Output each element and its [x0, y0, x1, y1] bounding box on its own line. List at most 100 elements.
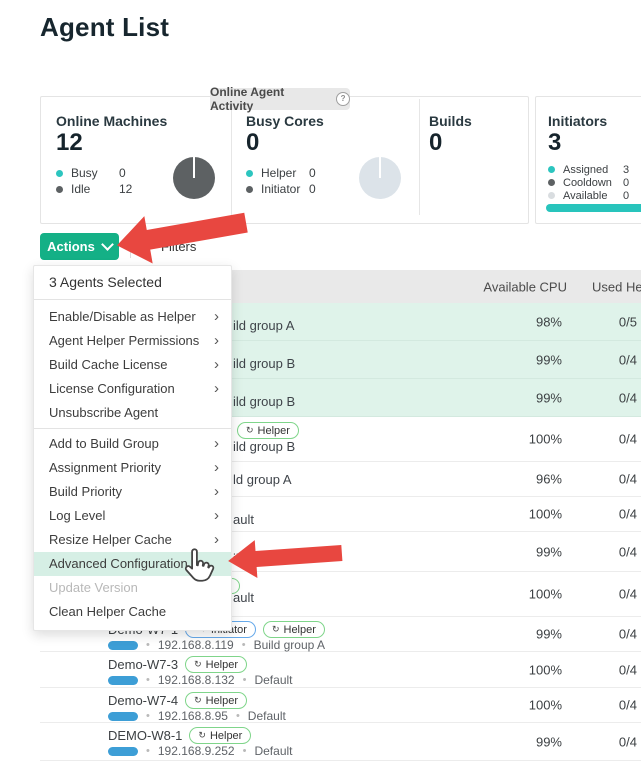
agent-build-group-fragment: ild group B	[233, 356, 295, 371]
menu-item-label: Build Priority	[49, 484, 122, 499]
card-value: 3	[548, 130, 641, 156]
helper-icon: ↻	[272, 625, 280, 634]
available-cpu-value: 100%	[529, 698, 562, 713]
agent-build-group: Build group A	[254, 638, 325, 652]
menu-item-add-to-build-group[interactable]: Add to Build Group›	[34, 432, 231, 456]
agent-ip: 192.168.8.119	[158, 638, 234, 652]
menu-item-unsubscribe-agent[interactable]: Unsubscribe Agent	[34, 401, 231, 425]
used-helpers-value: 0/4	[619, 432, 637, 447]
used-helpers-value: 0/4	[619, 587, 637, 602]
menu-item-label: Advanced Configuration	[49, 556, 188, 571]
helper-icon: ↻	[194, 660, 202, 669]
agent-name-line: DEMO-W8-1↻Helper	[108, 727, 251, 744]
menu-item-build-cache-license[interactable]: Build Cache License ›	[34, 353, 231, 377]
available-cpu-value: 96%	[536, 472, 562, 487]
page-title: Agent List	[40, 12, 169, 43]
used-helpers-value: 0/4	[619, 472, 637, 487]
submenu-chevron-icon: ›	[214, 305, 219, 329]
menu-item-label: Add to Build Group	[49, 436, 159, 451]
legend-label: Busy	[71, 166, 119, 180]
table-row-demo-w7-4[interactable]: Demo-W7-4↻Helper•192.168.8.95•Default100…	[40, 688, 641, 723]
agent-name-line: Demo-W7-4↻Helper	[108, 692, 247, 709]
legend-value: 0	[309, 166, 316, 180]
used-helpers-value: 0/4	[619, 390, 637, 405]
menu-item-log-level[interactable]: Log Level›	[34, 504, 231, 528]
helper-icon: ↻	[198, 731, 206, 740]
available-cpu-value: 99%	[536, 390, 562, 405]
actions-button[interactable]: Actions	[40, 233, 119, 260]
help-icon[interactable]: ?	[336, 92, 350, 106]
available-cpu-value: 100%	[529, 587, 562, 602]
used-helpers-value: 0/4	[619, 734, 637, 749]
used-helpers-value: 0/4	[619, 507, 637, 522]
cores-bar	[108, 747, 138, 756]
menu-item-label: Enable/Disable as Helper	[49, 309, 196, 324]
menu-item-build-priority[interactable]: Build Priority ›	[34, 480, 231, 504]
hand-cursor-icon	[181, 547, 217, 589]
legend-row: Available0	[548, 189, 641, 202]
agent-list-screen: Agent List Online Machines 12 Busy0Idle1…	[0, 0, 641, 761]
cores-bar	[108, 676, 138, 685]
submenu-chevron-icon: ›	[214, 377, 219, 401]
table-row-demo-w7-3[interactable]: Demo-W7-3↻Helper•192.168.8.132•Default10…	[40, 652, 641, 688]
helper-badge: ↻Helper	[237, 422, 299, 439]
section-divider	[419, 99, 420, 215]
table-row-demo-w8-1[interactable]: DEMO-W8-1↻Helper•192.168.9.252•Default99…	[40, 723, 641, 761]
menu-item-label: Unsubscribe Agent	[49, 405, 158, 420]
agent-ip: 192.168.8.95	[158, 709, 228, 723]
legend-dot-icon	[56, 186, 63, 193]
available-cpu-value: 98%	[536, 314, 562, 329]
helper-icon: ↻	[194, 696, 202, 705]
column-header-used-helpers: Used Help	[592, 279, 641, 294]
legend-value: 0	[623, 177, 629, 189]
tab-label: Online Agent Activity	[210, 85, 330, 113]
agent-ip: 192.168.9.252	[158, 744, 235, 758]
agent-build-group-fragment: ault	[233, 512, 254, 527]
legend-label: Available	[563, 190, 623, 202]
dot-separator: •	[242, 639, 246, 651]
agent-build-group-fragment: ild group B	[233, 394, 295, 409]
menu-item-label: Build Cache License	[49, 357, 168, 372]
menu-item-license-configuration[interactable]: License Configuration ›	[34, 377, 231, 401]
menu-item-label: License Configuration	[49, 381, 175, 396]
badge-label: Helper	[258, 425, 290, 437]
used-helpers-value: 0/4	[619, 698, 637, 713]
dot-separator: •	[243, 745, 247, 757]
dot-separator: •	[146, 745, 150, 757]
submenu-chevron-icon: ›	[214, 504, 219, 528]
busy-cores-section: Busy Cores 0 Helper0Initiator0	[246, 97, 426, 223]
busy-cores-donut-chart	[359, 157, 401, 199]
agent-name: Demo-W7-4	[108, 693, 178, 708]
menu-item-clean-helper-cache[interactable]: Clean Helper Cache	[34, 600, 231, 624]
menu-item-label: Resize Helper Cache	[49, 532, 172, 547]
legend-dot-icon	[548, 192, 555, 199]
legend-value: 12	[119, 182, 132, 196]
legend-label: Assigned	[563, 164, 623, 176]
submenu-chevron-icon: ›	[214, 353, 219, 377]
dot-separator: •	[146, 710, 150, 722]
agent-build-group-fragment: ld group A	[233, 472, 292, 487]
legend-value: 0	[623, 190, 629, 202]
dot-separator: •	[146, 639, 150, 651]
actions-button-label: Actions	[47, 239, 95, 254]
legend-dot-icon	[548, 179, 555, 186]
chevron-down-icon	[101, 238, 114, 251]
dot-separator: •	[236, 710, 240, 722]
online-agent-activity-tab: Online Agent Activity ?	[210, 88, 350, 110]
agent-detail-line: •192.168.9.252•Default	[108, 744, 293, 758]
available-cpu-value: 100%	[529, 507, 562, 522]
initiators-legend: Assigned3Cooldown0Available0	[548, 163, 641, 202]
menu-item-label: Assignment Priority	[49, 460, 161, 475]
menu-item-assignment-priority[interactable]: Assignment Priority›	[34, 456, 231, 480]
card-value: 0	[246, 130, 426, 156]
legend-label: Cooldown	[563, 177, 623, 189]
column-header-available-cpu: Available CPU	[483, 279, 567, 294]
menu-item-agent-helper-permissions[interactable]: Agent Helper Permissions›	[34, 329, 231, 353]
used-helpers-value: 0/4	[619, 352, 637, 367]
legend-value: 0	[309, 182, 316, 196]
legend-label: Initiator	[261, 182, 309, 196]
agent-build-group: Default	[248, 709, 286, 723]
submenu-chevron-icon: ›	[214, 480, 219, 504]
menu-item-enable-disable-as-helper[interactable]: Enable/Disable as Helper ›	[34, 305, 231, 329]
legend-dot-icon	[246, 170, 253, 177]
